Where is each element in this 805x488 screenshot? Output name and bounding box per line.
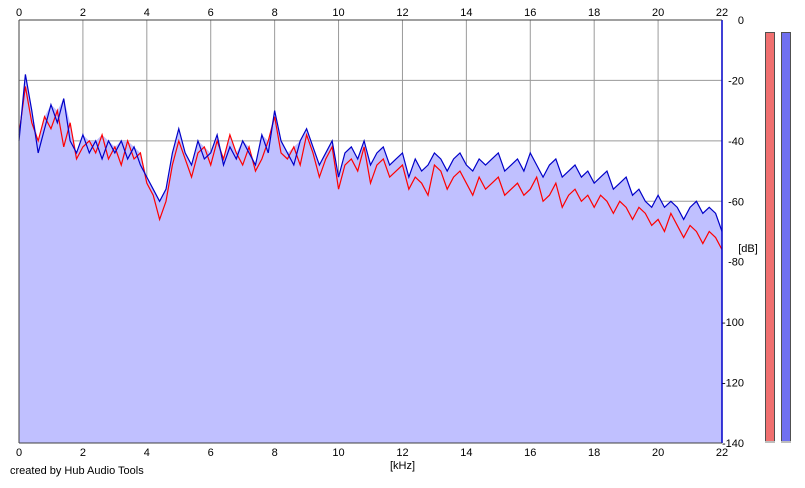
series-line-right-channel [18,74,723,232]
x-tick-label-top: 16 [524,7,536,19]
x-tick-labels-top: 0 2 4 6 8 10 12 14 16 18 20 22 [16,7,728,19]
x-tick-label-top: 14 [460,7,472,19]
y-axis-label: [dB] [738,243,758,255]
x-tick-labels-bottom: 0 2 4 6 8 10 12 14 16 18 20 22 [16,447,728,459]
y-tick-label: -20 [728,75,744,87]
x-tick-label-bottom: 6 [208,447,214,459]
x-tick-label-bottom: 4 [144,447,150,459]
x-tick-label-bottom: 20 [652,447,664,459]
level-meter-right-cap [781,441,791,443]
level-meter-right [781,32,791,442]
x-axis-label: [kHz] [390,460,415,472]
y-tick-label: -80 [728,257,744,269]
x-tick-label-bottom: 2 [80,447,86,459]
level-meter-left [765,32,775,442]
x-tick-label-top: 2 [80,7,86,19]
x-tick-label-top: 6 [208,7,214,19]
x-tick-label-bottom: 14 [460,447,472,459]
x-tick-label-top: 12 [396,7,408,19]
x-tick-label-bottom: 18 [588,447,600,459]
axes [18,19,723,444]
x-tick-label-top: 10 [332,7,344,19]
x-tick-label-top: 20 [652,7,664,19]
series-line-left-channel [18,86,723,250]
y-tick-label: -60 [728,196,744,208]
y-tick-label: -100 [722,317,744,329]
credit-text: created by Hub Audio Tools [10,465,144,477]
x-tick-label-bottom: 22 [716,447,728,459]
x-tick-label-bottom: 8 [272,447,278,459]
x-tick-label-bottom: 0 [16,447,22,459]
y-tick-label: -120 [722,378,744,390]
x-tick-label-top: 22 [716,7,728,19]
y-tick-label: -40 [728,136,744,148]
level-meter-left-cap [765,441,775,443]
y-tick-label: -140 [722,438,744,450]
x-tick-label-top: 8 [272,7,278,19]
x-tick-label-bottom: 10 [332,447,344,459]
x-tick-label-bottom: 12 [396,447,408,459]
y-tick-label: 0 [738,15,744,27]
x-tick-label-top: 18 [588,7,600,19]
y-tick-labels: 0 -20 -40 -60 -80 -100 -120 -140 [722,15,744,450]
spectrum-lines [18,74,723,250]
x-tick-label-top: 4 [144,7,150,19]
x-tick-label-top: 0 [16,7,22,19]
x-tick-label-bottom: 16 [524,447,536,459]
